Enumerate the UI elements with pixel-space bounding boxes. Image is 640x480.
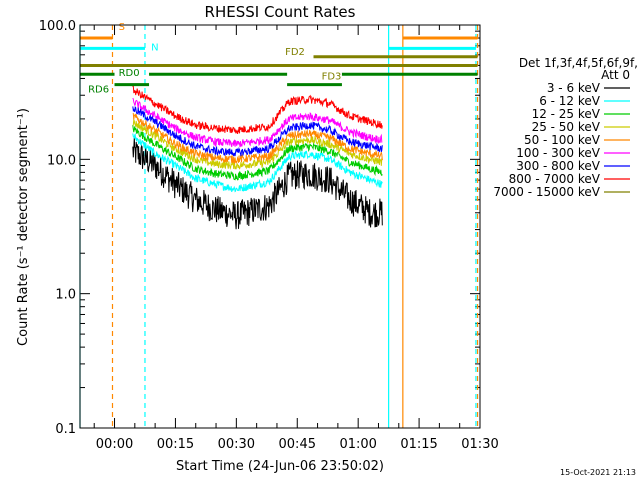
series-line [132, 137, 383, 230]
plot-area: 0.1 1.0 10.0 100.0 00:00 00:15 00:30 00:45 01:00… [39, 19, 499, 452]
x-tick-label: 00:00 [96, 437, 133, 452]
legend-label: 12 - 25 keV [532, 107, 601, 121]
y-tick-label: 0.1 [55, 422, 76, 437]
x-tick-label: 00:15 [157, 437, 194, 452]
y-tick-label: 100.0 [39, 19, 76, 34]
flag-bar-label: FD3 [322, 71, 342, 82]
series-line [132, 112, 383, 165]
legend: Det 1f,3f,4f,5f,6f,9f, Att 0 3 - 6 keV6 … [493, 56, 638, 199]
series-line [132, 97, 383, 148]
x-tick-label: 01:15 [400, 437, 437, 452]
footer-date: 15-Oct-2021 21:13 [560, 468, 636, 477]
series-line [132, 85, 383, 135]
legend-label: 3 - 6 keV [547, 81, 601, 95]
legend-header-line-2: Att 0 [601, 68, 630, 82]
legend-label: 300 - 800 keV [516, 159, 600, 173]
series-line [132, 106, 383, 157]
legend-header-line-1: Det 1f,3f,4f,5f,6f,9f, [519, 56, 638, 70]
plot-frame [79, 24, 481, 429]
legend-label: 50 - 100 keV [524, 133, 601, 147]
flag-bar-label: N [151, 42, 158, 53]
y-axis-label: Count Rate (s⁻¹ detector segment⁻¹) [16, 108, 31, 346]
legend-label: 800 - 7000 keV [509, 172, 601, 186]
flag-bar-label: RD0 [119, 68, 140, 79]
legend-label: 100 - 300 keV [516, 146, 600, 160]
x-tick-label: 00:45 [279, 437, 316, 452]
legend-label: 6 - 12 keV [539, 94, 601, 108]
legend-label: 25 - 50 keV [532, 120, 601, 134]
x-tick-label: 01:30 [461, 437, 498, 452]
flag-bar-label: RD6 [88, 85, 109, 96]
x-axis-label: Start Time (24-Jun-06 23:50:02) [176, 459, 384, 474]
flag-bar-label: S [119, 22, 125, 33]
y-tick-label: 1.0 [55, 288, 76, 303]
series-line [132, 124, 383, 181]
series-line [132, 133, 383, 193]
chart-title: RHESSI Count Rates [205, 3, 356, 21]
x-tick-label: 01:00 [339, 437, 376, 452]
y-tick-label: 10.0 [47, 153, 76, 168]
x-tick-label: 00:30 [218, 437, 255, 452]
legend-label: 7000 - 15000 keV [493, 185, 600, 199]
flag-bar-label: FD2 [285, 47, 305, 58]
